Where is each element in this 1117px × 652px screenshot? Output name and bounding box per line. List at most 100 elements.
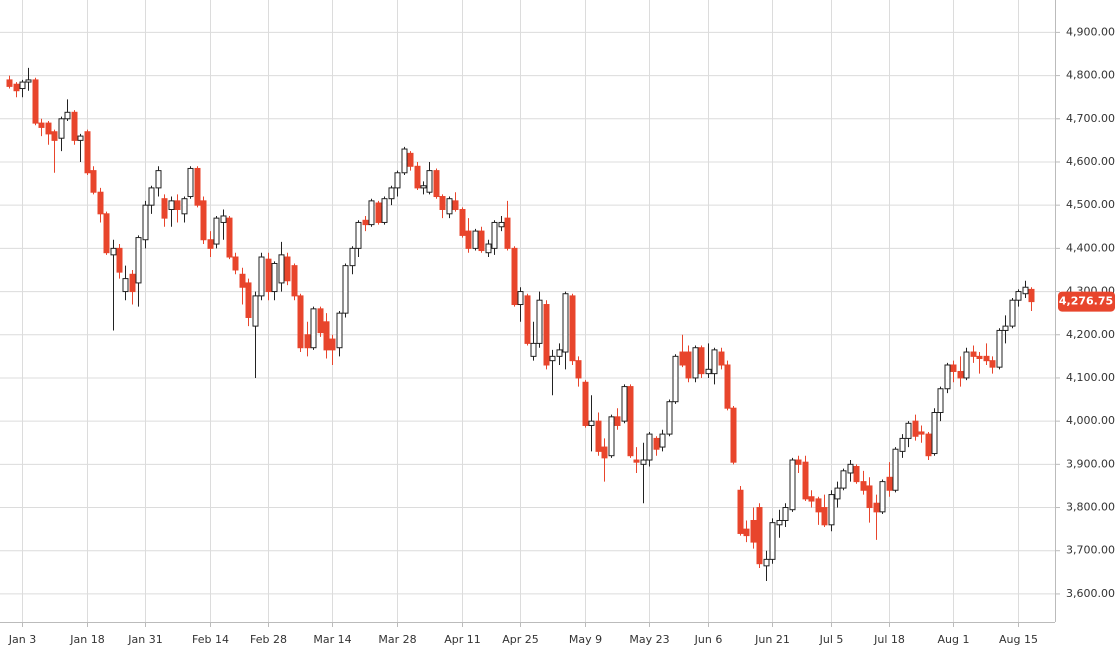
candle-body bbox=[802, 461, 809, 500]
candle-body bbox=[71, 111, 78, 141]
candle-body bbox=[161, 198, 168, 219]
candle-body bbox=[944, 364, 951, 390]
candle-body bbox=[135, 237, 142, 284]
candle-body bbox=[582, 381, 589, 426]
candle-body bbox=[194, 167, 201, 206]
candle-body bbox=[769, 522, 776, 560]
candle-body bbox=[511, 247, 518, 306]
candle-body bbox=[317, 308, 324, 334]
candles bbox=[6, 67, 1035, 581]
candle-body bbox=[323, 321, 330, 351]
candle-body bbox=[368, 200, 375, 226]
candle-body bbox=[148, 187, 155, 206]
candle-body bbox=[763, 558, 770, 567]
candle-body bbox=[659, 433, 666, 448]
candle-body bbox=[821, 507, 828, 526]
candle-body bbox=[918, 431, 925, 435]
candle-body bbox=[355, 221, 362, 249]
candle-body bbox=[692, 347, 699, 379]
candle-body bbox=[310, 308, 317, 349]
candle-body bbox=[711, 349, 718, 375]
candle-body bbox=[705, 368, 712, 375]
candle-body bbox=[950, 364, 957, 372]
candle-body bbox=[970, 351, 977, 357]
last-price-label: 4,276.75 bbox=[1059, 295, 1113, 308]
candle-body bbox=[976, 355, 983, 360]
candle-body bbox=[730, 407, 737, 463]
candle-body bbox=[362, 219, 369, 226]
x-tick-label: Jun 6 bbox=[694, 633, 723, 646]
candle-body bbox=[718, 351, 725, 366]
candle-body bbox=[200, 200, 207, 241]
candle-body bbox=[549, 355, 556, 362]
candle-body bbox=[388, 187, 395, 200]
candle-body bbox=[834, 487, 841, 500]
candle-body bbox=[776, 519, 783, 526]
candle-body bbox=[446, 198, 453, 215]
candle-body bbox=[931, 412, 938, 455]
y-tick-label: 4,800.00 bbox=[1066, 69, 1115, 82]
candle-body bbox=[886, 476, 893, 491]
candle-body bbox=[122, 278, 129, 293]
x-tick-label: Aug 1 bbox=[938, 633, 970, 646]
candle-body bbox=[258, 256, 265, 297]
candle-body bbox=[465, 230, 472, 249]
candle-body bbox=[743, 528, 750, 537]
candle-body bbox=[64, 111, 71, 120]
candle-body bbox=[685, 351, 692, 379]
candle-body bbox=[556, 349, 563, 357]
candle-body bbox=[213, 217, 220, 245]
y-tick-label: 4,700.00 bbox=[1066, 112, 1115, 125]
candle-body bbox=[996, 329, 1003, 368]
y-tick-label: 3,600.00 bbox=[1066, 587, 1115, 600]
candle-body bbox=[1002, 325, 1009, 331]
candle-body bbox=[232, 256, 239, 271]
candle-body bbox=[847, 463, 854, 474]
y-tick-label: 4,400.00 bbox=[1066, 241, 1115, 254]
candle-body bbox=[963, 351, 970, 379]
y-tick-label: 4,100.00 bbox=[1066, 371, 1115, 384]
x-tick-label: Apr 25 bbox=[502, 633, 539, 646]
candle-body bbox=[614, 416, 621, 426]
candle-body bbox=[174, 200, 181, 210]
candle-body bbox=[724, 364, 731, 409]
candle-body bbox=[595, 420, 602, 452]
candle-body bbox=[394, 172, 401, 189]
x-tick-label: Mar 28 bbox=[378, 633, 416, 646]
candle-body bbox=[349, 247, 356, 267]
candle-body bbox=[789, 459, 796, 511]
candle-body bbox=[110, 247, 117, 256]
candle-body bbox=[181, 198, 188, 215]
candle-body bbox=[627, 386, 634, 457]
candle-body bbox=[498, 221, 505, 228]
candle-body bbox=[278, 254, 285, 284]
candle-body bbox=[912, 420, 919, 437]
x-tick-label: Apr 11 bbox=[444, 633, 481, 646]
candle-body bbox=[750, 519, 757, 543]
candle-body bbox=[828, 494, 835, 526]
candle-body bbox=[899, 437, 906, 452]
x-tick-label: Jan 18 bbox=[69, 633, 104, 646]
y-tick-label: 4,900.00 bbox=[1066, 25, 1115, 38]
candle-body bbox=[530, 342, 537, 357]
candle-body bbox=[381, 198, 388, 223]
candle-body bbox=[782, 507, 789, 521]
candle-body bbox=[207, 239, 214, 249]
candle-body bbox=[1028, 288, 1035, 303]
candle-body bbox=[51, 131, 58, 141]
candle-body bbox=[989, 360, 996, 368]
x-tick-label: May 9 bbox=[569, 633, 602, 646]
candle-body bbox=[401, 148, 408, 174]
candle-body bbox=[342, 265, 349, 314]
x-tick-label: Jan 3 bbox=[8, 633, 36, 646]
candle-body bbox=[808, 496, 815, 502]
candle-body bbox=[536, 299, 543, 344]
candle-body bbox=[983, 355, 990, 362]
candle-body bbox=[45, 122, 52, 135]
candle-body bbox=[937, 388, 944, 414]
candle-body bbox=[245, 282, 252, 318]
candle-body bbox=[653, 437, 660, 450]
candle-body bbox=[226, 217, 233, 258]
candle-body bbox=[155, 170, 162, 189]
